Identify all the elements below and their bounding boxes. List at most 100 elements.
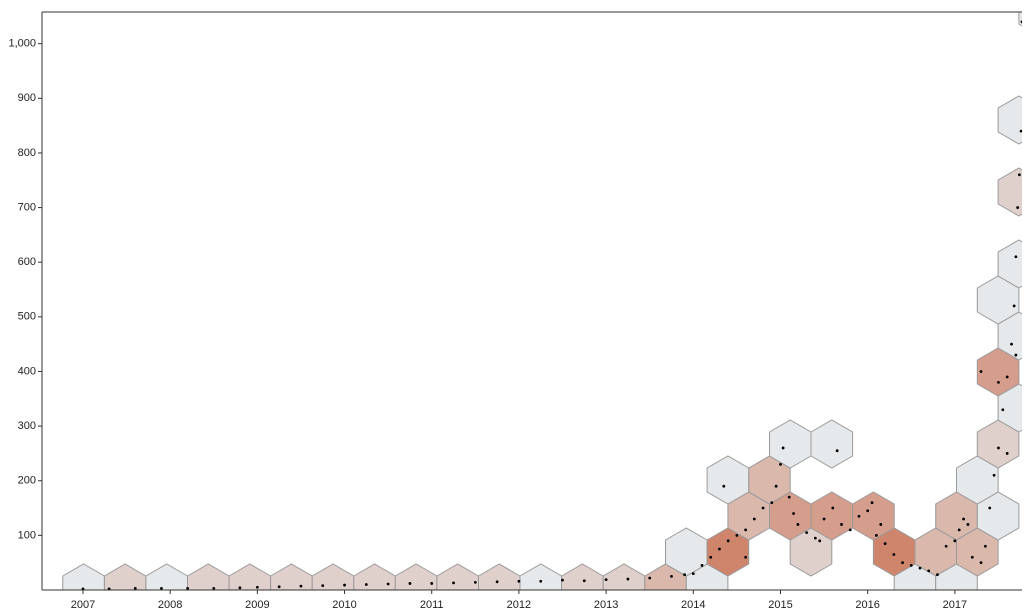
y-tick-label: 800 xyxy=(18,147,36,159)
data-point xyxy=(866,509,870,513)
data-point xyxy=(718,547,721,551)
data-point xyxy=(953,539,957,543)
y-tick-label: 200 xyxy=(18,475,36,487)
y-tick-label: 100 xyxy=(18,529,36,541)
data-point xyxy=(848,528,852,532)
hexbin-layer xyxy=(62,12,1022,590)
data-point xyxy=(107,587,111,590)
data-point xyxy=(983,544,987,548)
data-point xyxy=(774,484,778,488)
data-point xyxy=(992,473,996,477)
data-point xyxy=(822,517,826,521)
data-point xyxy=(781,446,785,450)
data-point xyxy=(735,533,739,537)
data-point xyxy=(726,539,730,543)
y-tick-label: 1,000 xyxy=(8,38,36,50)
y-tick-label: 300 xyxy=(18,420,36,432)
data-point xyxy=(1017,173,1021,177)
data-point xyxy=(255,585,259,589)
data-point xyxy=(997,381,1000,384)
data-point xyxy=(962,517,965,521)
data-point xyxy=(452,581,455,585)
point-layer xyxy=(81,20,1022,590)
data-point xyxy=(892,553,896,556)
data-point xyxy=(408,582,412,585)
data-point xyxy=(779,462,782,466)
data-point xyxy=(997,446,1000,450)
data-point xyxy=(691,572,695,576)
data-point xyxy=(770,501,774,504)
data-point xyxy=(1014,255,1018,259)
data-point xyxy=(744,528,748,532)
hexbin xyxy=(997,167,1022,217)
data-point xyxy=(517,579,521,583)
x-tick-label: 2010 xyxy=(332,599,356,611)
data-point xyxy=(805,531,809,535)
data-point xyxy=(874,533,878,537)
data-point xyxy=(979,561,983,565)
data-point xyxy=(709,555,713,559)
data-point xyxy=(744,555,748,559)
y-tick-label: 400 xyxy=(18,365,36,377)
data-point xyxy=(1005,375,1009,379)
data-point xyxy=(840,523,843,526)
x-tick-label: 2008 xyxy=(158,599,182,611)
data-point xyxy=(1005,452,1009,455)
data-point xyxy=(364,583,368,586)
data-point xyxy=(957,528,961,532)
data-point xyxy=(918,566,922,570)
data-point xyxy=(761,506,765,510)
data-point xyxy=(818,539,822,543)
x-tick-label: 2013 xyxy=(594,599,618,611)
data-point xyxy=(648,576,652,580)
x-tick-label: 2017 xyxy=(943,599,967,611)
data-point xyxy=(796,523,800,526)
data-point xyxy=(883,542,887,545)
data-point xyxy=(1012,304,1016,308)
data-point xyxy=(212,586,216,590)
hexbin xyxy=(706,455,750,505)
data-point xyxy=(909,564,913,567)
data-point xyxy=(277,585,281,589)
x-tick-label: 2009 xyxy=(245,599,269,611)
data-point xyxy=(879,523,883,526)
hexbin xyxy=(103,563,147,590)
y-tick-label: 900 xyxy=(18,92,36,104)
data-point xyxy=(966,523,970,526)
data-point xyxy=(186,586,190,590)
x-tick-label: 2012 xyxy=(507,599,531,611)
data-point xyxy=(670,574,673,578)
data-point xyxy=(787,495,791,499)
data-point xyxy=(561,578,564,582)
data-point xyxy=(988,506,992,510)
x-tick-label: 2016 xyxy=(855,599,879,611)
data-point xyxy=(936,573,939,577)
data-point xyxy=(81,587,85,590)
data-point xyxy=(835,449,839,453)
data-point xyxy=(321,584,325,588)
data-point xyxy=(604,578,608,582)
data-point xyxy=(813,536,817,540)
hexbin xyxy=(353,563,396,590)
data-point xyxy=(970,555,974,559)
data-point xyxy=(831,506,835,510)
data-point xyxy=(722,484,726,488)
data-point xyxy=(539,579,543,583)
data-point xyxy=(1014,353,1018,357)
data-point xyxy=(133,586,137,590)
x-tick-label: 2014 xyxy=(681,599,705,611)
data-point xyxy=(683,573,686,577)
data-point xyxy=(343,583,346,587)
data-point xyxy=(386,582,390,586)
data-point xyxy=(582,579,586,583)
hexbin xyxy=(270,563,313,590)
data-point xyxy=(1016,206,1020,209)
y-tick-label: 500 xyxy=(18,311,36,323)
data-point xyxy=(979,370,983,373)
data-point xyxy=(901,561,904,565)
x-tick-label: 2007 xyxy=(71,599,95,611)
data-point xyxy=(944,544,948,548)
data-point xyxy=(430,582,434,585)
x-tick-label: 2015 xyxy=(768,599,792,611)
y-tick-label: 600 xyxy=(18,256,36,268)
